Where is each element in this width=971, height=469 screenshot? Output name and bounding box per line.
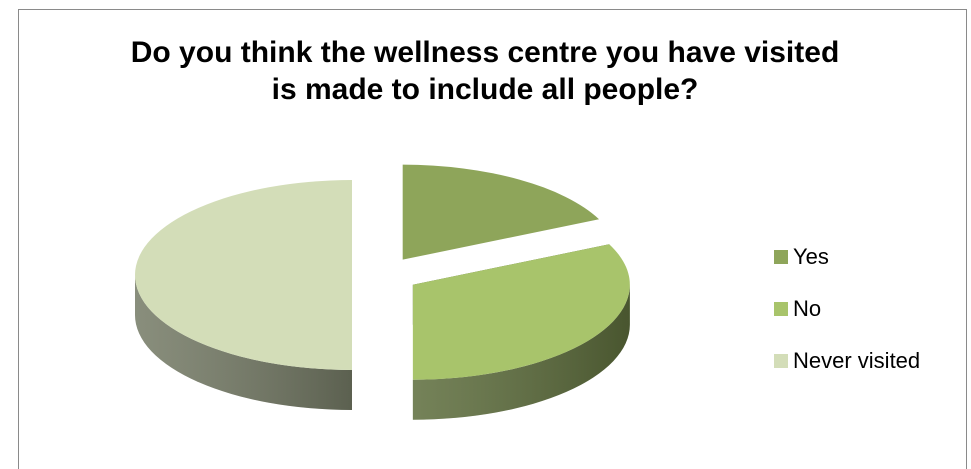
legend-item-no: No xyxy=(774,283,920,335)
chart-title-line-1: Do you think the wellness centre you hav… xyxy=(130,36,840,69)
pie-slice-side-shading-no xyxy=(412,284,630,420)
legend-label-never-visited: Never visited xyxy=(793,348,921,373)
legend-swatch-no xyxy=(774,302,788,316)
legend-item-never-visited: Never visited xyxy=(774,335,920,387)
pie-slice-never-visited xyxy=(135,180,352,410)
legend-label-yes: Yes xyxy=(793,244,829,269)
pie-slice-top-never-visited xyxy=(135,180,352,370)
legend-swatch-never-visited xyxy=(774,354,788,368)
pie-slice-side-shading-never-visited xyxy=(135,275,352,410)
pie-slice-top-no xyxy=(412,244,630,380)
legend-label-no: No xyxy=(793,296,822,321)
pie-chart xyxy=(135,164,630,420)
legend-item-yes: Yes xyxy=(774,231,920,283)
pie-slice-yes xyxy=(402,164,600,260)
legend-swatch-yes xyxy=(774,250,788,264)
pie-slice-no xyxy=(412,244,630,420)
chart-title-line-2: is made to include all people? xyxy=(271,73,699,107)
chart-title: Do you think the wellness centre you hav… xyxy=(60,34,910,108)
legend: Yes No Never visited xyxy=(774,231,920,387)
pie-slice-top-yes xyxy=(402,164,600,260)
